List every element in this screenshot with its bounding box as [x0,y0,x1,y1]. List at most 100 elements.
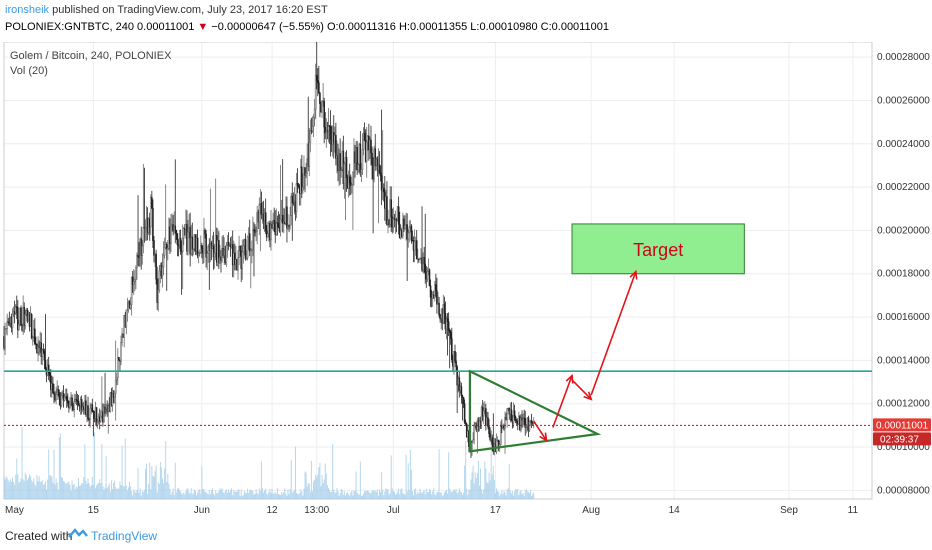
volume-bar [297,493,299,499]
candle-body [352,172,354,185]
candle-body [447,321,450,331]
volume-bar [443,492,445,499]
candle-body [255,231,257,234]
volume-bar [217,493,219,499]
volume-bar [47,479,49,499]
y-tick-label: 0.00008000 [877,485,930,496]
volume-bar [300,489,302,499]
volume-bar [108,483,110,499]
volume-bar [366,490,368,499]
volume-bar [339,493,341,499]
candle-body [89,407,91,420]
volume-bar [330,492,332,499]
volume-bar [348,494,350,499]
volume-bar [456,493,458,499]
volume-bar [406,491,408,499]
candle-body [41,349,44,357]
volume-bar [497,490,499,499]
volume-bar [484,461,486,499]
candle-body [431,294,434,299]
candle-body [308,141,311,167]
x-tick-label: Sep [780,505,798,516]
volume-bar [287,489,289,499]
volume-bar [507,488,509,499]
candle-body [328,125,331,128]
volume-bar [224,490,226,499]
volume-bar [322,483,324,499]
volume-bar [319,462,321,499]
volume-bar [3,476,5,499]
volume-bar [461,494,463,499]
volume-bar [209,494,211,499]
volume-bar [38,476,40,499]
candle-body [69,402,71,409]
volume-bar [82,483,84,499]
volume-bar [148,484,150,499]
volume-bar [94,488,96,499]
volume-bar [334,492,336,499]
volume-bar [256,492,258,499]
candle-body [465,423,468,438]
arrow-head [583,391,593,401]
tradingview-brand-link[interactable]: TradingView [91,529,158,543]
volume-bar [119,481,121,499]
volume-bar [172,488,174,499]
candle-body [408,227,411,234]
volume-bar [399,494,401,499]
volume-bar [447,493,449,499]
candle-body [248,233,251,252]
volume-bar [96,485,98,499]
volume-bar [455,488,457,499]
candle-body [95,407,98,423]
author-link[interactable]: ironsheik [5,4,50,16]
volume-bar [369,492,371,499]
volume-bar [206,493,208,499]
candle-body [359,143,362,173]
volume-bar [121,445,123,499]
volume-bar [97,484,99,499]
volume-bar [146,463,148,499]
volume-bar [248,492,250,499]
tradingview-logo-icon[interactable] [68,527,88,541]
candle-body [43,350,46,361]
candle-body [407,232,410,240]
candle-body [321,101,323,113]
volume-bar [74,489,76,499]
candle-body [47,364,50,373]
volume-bar [56,482,58,499]
price-chart[interactable]: Target 0.000280000.000260000.000240000.0… [0,42,932,520]
volume-bar [197,492,199,499]
candle-body [438,302,440,315]
volume-bar [378,489,380,499]
volume-bar [524,490,526,499]
volume-bar [68,481,70,499]
candle-body [313,108,316,118]
candle-body [99,415,102,422]
x-tick-label: May [5,505,24,516]
volume-bar [299,493,301,499]
volume-bar [147,493,149,499]
candle-body [152,207,154,241]
volume-bar [486,482,488,499]
last-price-badge-label: 0.00011001 [876,420,929,431]
volume-bar [132,495,134,499]
candle-body [315,75,318,81]
volume-bar [230,490,232,499]
candle-body [142,227,145,247]
volume-bar [135,493,137,499]
volume-bar [18,482,20,499]
volume-bar [519,491,521,499]
volume-bar [393,491,395,499]
volume-bar [16,458,18,499]
volume-bar [85,480,87,499]
candle-body [318,82,320,94]
volume-bar [467,495,469,499]
volume-bar [165,441,167,499]
candle-body [80,399,83,410]
candle-body [458,377,461,392]
candle-body [305,173,307,176]
volume-bar [314,479,316,499]
volume-bar [289,489,291,499]
volume-bar [401,488,403,499]
volume-bar [182,494,184,499]
